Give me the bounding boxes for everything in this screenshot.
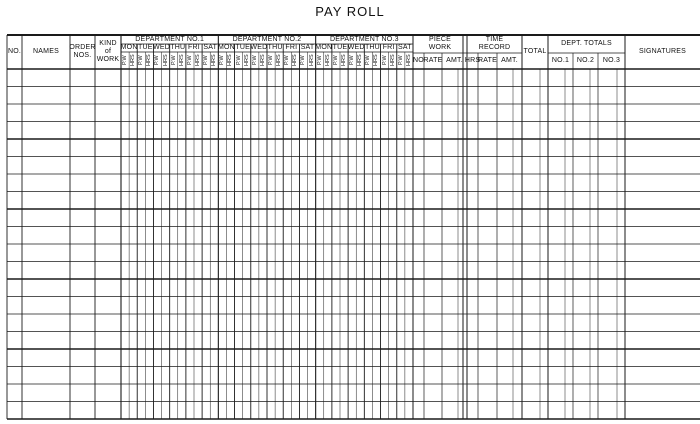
sub-header-hrs: HRS — [162, 54, 169, 67]
sub-header-hrs: HRS — [195, 54, 202, 67]
sub-header-pw: P.W — [300, 55, 307, 66]
sub-header-pw: P.W — [397, 55, 404, 66]
sub-header-hrs: HRS — [341, 54, 348, 67]
day-header: WED — [153, 44, 171, 51]
column-header-names: NAMES — [33, 48, 59, 55]
sub-header-hrs: HRS — [178, 54, 185, 67]
dept-totals-sub-header: NO.2 — [576, 57, 595, 64]
day-header: SAT — [398, 44, 412, 51]
day-header: WED — [250, 44, 268, 51]
day-header: TUE — [138, 44, 153, 51]
sub-header-pw: P.W — [235, 55, 242, 66]
day-header: SAT — [300, 44, 315, 51]
day-header: MON — [217, 44, 235, 51]
sub-header-hrs: HRS — [130, 54, 137, 67]
time-record-sub-header: RATE — [478, 57, 497, 64]
day-header: TUE — [332, 44, 348, 51]
day-header: MON — [120, 44, 138, 51]
day-header: TUE — [235, 44, 250, 51]
time-record-sub-header: AMT. — [501, 57, 518, 64]
sub-header-pw: P.W — [170, 55, 177, 66]
sub-header-pw: P.W — [122, 55, 129, 66]
sub-header-pw: P.W — [186, 55, 193, 66]
day-header: FRI — [188, 44, 200, 51]
sub-header-hrs: HRS — [259, 54, 266, 67]
sub-header-hrs: HRS — [373, 54, 380, 67]
day-header: THU — [364, 44, 380, 51]
sub-header-hrs: HRS — [276, 54, 283, 67]
sub-header-pw: P.W — [332, 55, 339, 66]
piece-work-sub-header: AMT. — [446, 57, 463, 64]
day-header: SAT — [203, 44, 218, 51]
column-header-signatures: SIGNATURES — [639, 48, 686, 55]
column-header-total: TOTAL — [523, 48, 547, 55]
day-header: WED — [347, 44, 365, 51]
dept-totals-sub-header: NO.3 — [602, 57, 621, 64]
column-header-piece-work: PIECE WORK — [428, 36, 452, 51]
sub-header-pw: P.W — [203, 55, 210, 66]
day-header: MON — [315, 44, 333, 51]
department-header: DEPARTMENT NO.2 — [232, 35, 302, 43]
sub-header-hrs: HRS — [243, 54, 250, 67]
day-header: THU — [170, 44, 186, 51]
sub-header-hrs: HRS — [405, 54, 412, 67]
sub-header-hrs: HRS — [308, 54, 315, 67]
column-header-order-nos: ORDER NOS. — [69, 44, 96, 59]
sub-header-hrs: HRS — [324, 54, 331, 67]
sub-header-pw: P.W — [381, 55, 388, 66]
piece-work-sub-header: NO — [413, 57, 424, 64]
department-header: DEPARTMENT NO.1 — [135, 35, 205, 43]
piece-work-sub-header: RATE — [423, 57, 443, 64]
day-header: THU — [267, 44, 283, 51]
dept-totals-sub-header: NO.1 — [551, 57, 570, 64]
sub-header-pw: P.W — [349, 55, 356, 66]
column-header-time-record: TIME RECORD — [478, 36, 511, 51]
column-header-no: NO. — [7, 48, 22, 55]
column-header-dept-totals: DEPT. TOTALS — [561, 40, 612, 47]
day-header: FRI — [285, 44, 298, 51]
sub-header-hrs: HRS — [227, 54, 234, 67]
sub-header-pw: P.W — [154, 55, 161, 66]
sub-header-pw: P.W — [316, 55, 323, 66]
day-header: FRI — [382, 44, 395, 51]
column-header-kind-of-work: KIND of WORK — [96, 40, 120, 63]
time-record-sub-header: HRS — [464, 57, 481, 64]
form-title: PAY ROLL — [315, 4, 385, 19]
sub-header-pw: P.W — [251, 55, 258, 66]
sub-header-pw: P.W — [268, 55, 275, 66]
sub-header-hrs: HRS — [389, 54, 396, 67]
department-header: DEPARTMENT NO.3 — [329, 35, 399, 43]
